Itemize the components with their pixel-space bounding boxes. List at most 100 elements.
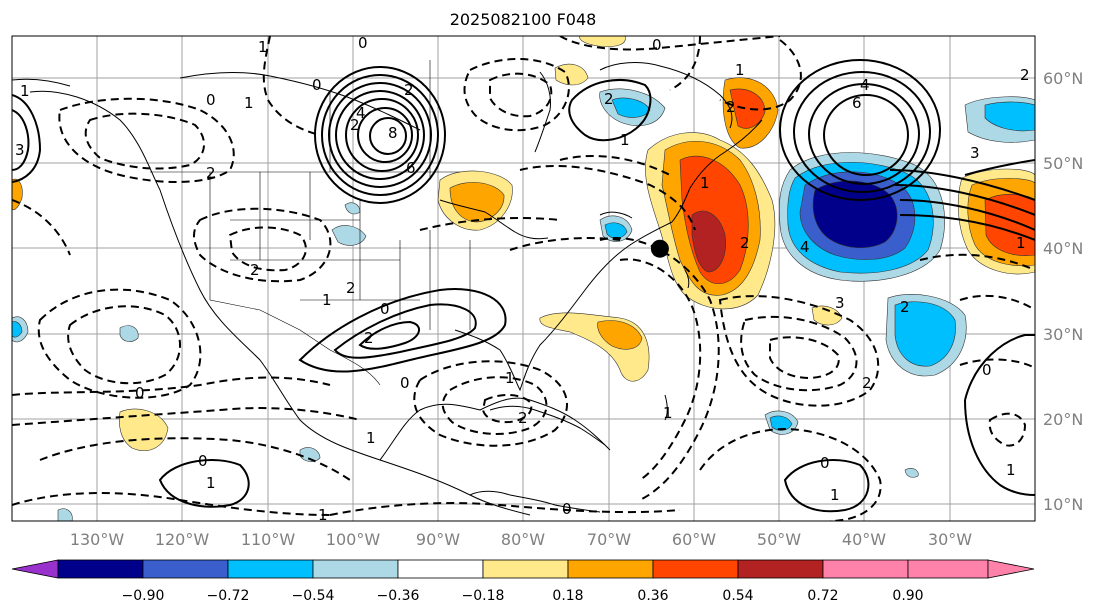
contour-label: 0: [400, 374, 410, 392]
contour-label: 1: [318, 506, 328, 524]
colorbar-segment: [567, 559, 654, 579]
lon-label: 110°W: [241, 530, 296, 549]
anomaly-shading: [12, 36, 1035, 521]
colorbar-segment: [312, 559, 399, 579]
lat-label: 60°N: [1043, 69, 1083, 88]
colorbar-segment: [737, 559, 824, 579]
contour-label: 3: [970, 144, 980, 162]
contour-label: 1: [663, 404, 673, 422]
colorbar-segment: [227, 559, 314, 579]
contour-label: 4: [860, 76, 870, 94]
storm-position-marker: [650, 239, 669, 258]
contour-label: 1: [322, 291, 332, 309]
colorbar: [11, 559, 1035, 579]
contour-label: 2: [250, 261, 260, 279]
contour-label: 0: [562, 500, 572, 518]
lat-label: 50°N: [1043, 154, 1083, 173]
colorbar-tick-label: −0.18: [462, 588, 505, 604]
contour-label: 1: [1006, 461, 1016, 479]
colorbar-tick-label: −0.90: [122, 588, 165, 604]
contour-label: 4: [800, 238, 810, 256]
contour-label: 6: [852, 94, 862, 112]
colorbar-segment: [822, 559, 909, 579]
contour-label: 0: [652, 36, 662, 54]
colorbar-segment: [397, 559, 484, 579]
colorbar-tick-label: 0.54: [722, 588, 753, 604]
lon-label: 60°W: [672, 530, 716, 549]
colorbar-tick-label: 0.90: [892, 588, 923, 604]
contour-label: 1: [20, 82, 30, 100]
contours-positive: [12, 59, 1035, 513]
contour-label: 4: [356, 104, 366, 122]
map-frame: [11, 35, 1036, 522]
contour-label: 0: [198, 452, 208, 470]
contour-label: 2: [740, 234, 750, 252]
contour-label: 1: [620, 131, 630, 149]
colorbar-segment: [57, 559, 144, 579]
lat-label: 10°N: [1043, 495, 1083, 514]
contour-label: 2: [900, 298, 910, 316]
contour-label: 3: [15, 141, 25, 159]
contour-label: 0: [820, 454, 830, 472]
lon-label: 80°W: [501, 530, 545, 549]
contour-label: 1: [505, 369, 515, 387]
figure-title: 2025082100 F048: [450, 10, 597, 29]
latitude-labels: 60°N 50°N 40°N 30°N 20°N 10°N: [1043, 69, 1083, 514]
contour-label: 2: [404, 81, 414, 99]
coastlines: [12, 62, 763, 516]
contour-label: 2: [1020, 66, 1030, 84]
lon-label: 40°W: [842, 530, 886, 549]
contour-label: 8: [388, 124, 398, 142]
colorbar-segment: [652, 559, 739, 579]
contour-label: 2: [346, 279, 356, 297]
colorbar-ticks: −0.90 −0.72 −0.54 −0.36 −0.18 0.18 0.36 …: [122, 588, 924, 604]
contour-label: 1: [206, 474, 216, 492]
colorbar-segment: [142, 559, 229, 579]
contour-label: 1: [830, 486, 840, 504]
colorbar-segment: [907, 559, 989, 579]
colorbar-extend-left: [11, 559, 59, 579]
lon-label: 90°W: [416, 530, 460, 549]
contour-label: 2: [604, 90, 614, 108]
colorbar-tick-label: 0.36: [637, 588, 668, 604]
contour-label: 6: [406, 159, 416, 177]
contour-label: 0: [206, 91, 216, 109]
map-area: 1 0 2 0 1 0 2 4 8 6 2 3 1 0 2 1 2 0 2 1 …: [12, 34, 1035, 524]
contour-label: 2: [364, 329, 374, 347]
contour-label: 0: [358, 34, 368, 52]
contour-label: 2: [726, 98, 736, 116]
political-borders: [150, 60, 471, 386]
contour-labels: 1 0 2 0 1 0 2 4 8 6 2 3 1 0 2 1 2 0 2 1 …: [15, 34, 1030, 524]
contour-label: 0: [135, 384, 145, 402]
lon-label: 50°W: [757, 530, 801, 549]
lat-label: 40°N: [1043, 239, 1083, 258]
lat-label: 30°N: [1043, 325, 1083, 344]
contour-label: 1: [700, 174, 710, 192]
contour-label: 0: [312, 76, 322, 94]
colorbar-tick-label: −0.72: [207, 588, 250, 604]
lat-label: 20°N: [1043, 410, 1083, 429]
contour-label: 1: [735, 61, 745, 79]
contour-label: 1: [258, 38, 268, 56]
lon-label: 30°W: [928, 530, 972, 549]
colorbar-tick-label: 0.18: [552, 588, 583, 604]
lon-label: 100°W: [326, 530, 381, 549]
contour-label: 2: [862, 374, 872, 392]
contours-negative: [12, 36, 1035, 521]
contour-label: 1: [366, 429, 376, 447]
lon-label: 130°W: [70, 530, 125, 549]
contour-label: 0: [982, 361, 992, 379]
contour-label: 3: [835, 294, 845, 312]
lon-label: 70°W: [587, 530, 631, 549]
contour-label: 2: [206, 164, 216, 182]
colorbar-tick-label: −0.36: [377, 588, 420, 604]
colorbar-tick-label: 0.72: [807, 588, 838, 604]
contour-label: 0: [380, 300, 390, 318]
colorbar-segment: [482, 559, 569, 579]
lon-label: 120°W: [155, 530, 210, 549]
longitude-labels: 130°W 120°W 110°W 100°W 90°W 80°W 70°W 6…: [70, 530, 972, 549]
colorbar-extend-right: [987, 559, 1035, 579]
contour-label: 1: [244, 94, 254, 112]
contour-label: 1: [1016, 234, 1026, 252]
